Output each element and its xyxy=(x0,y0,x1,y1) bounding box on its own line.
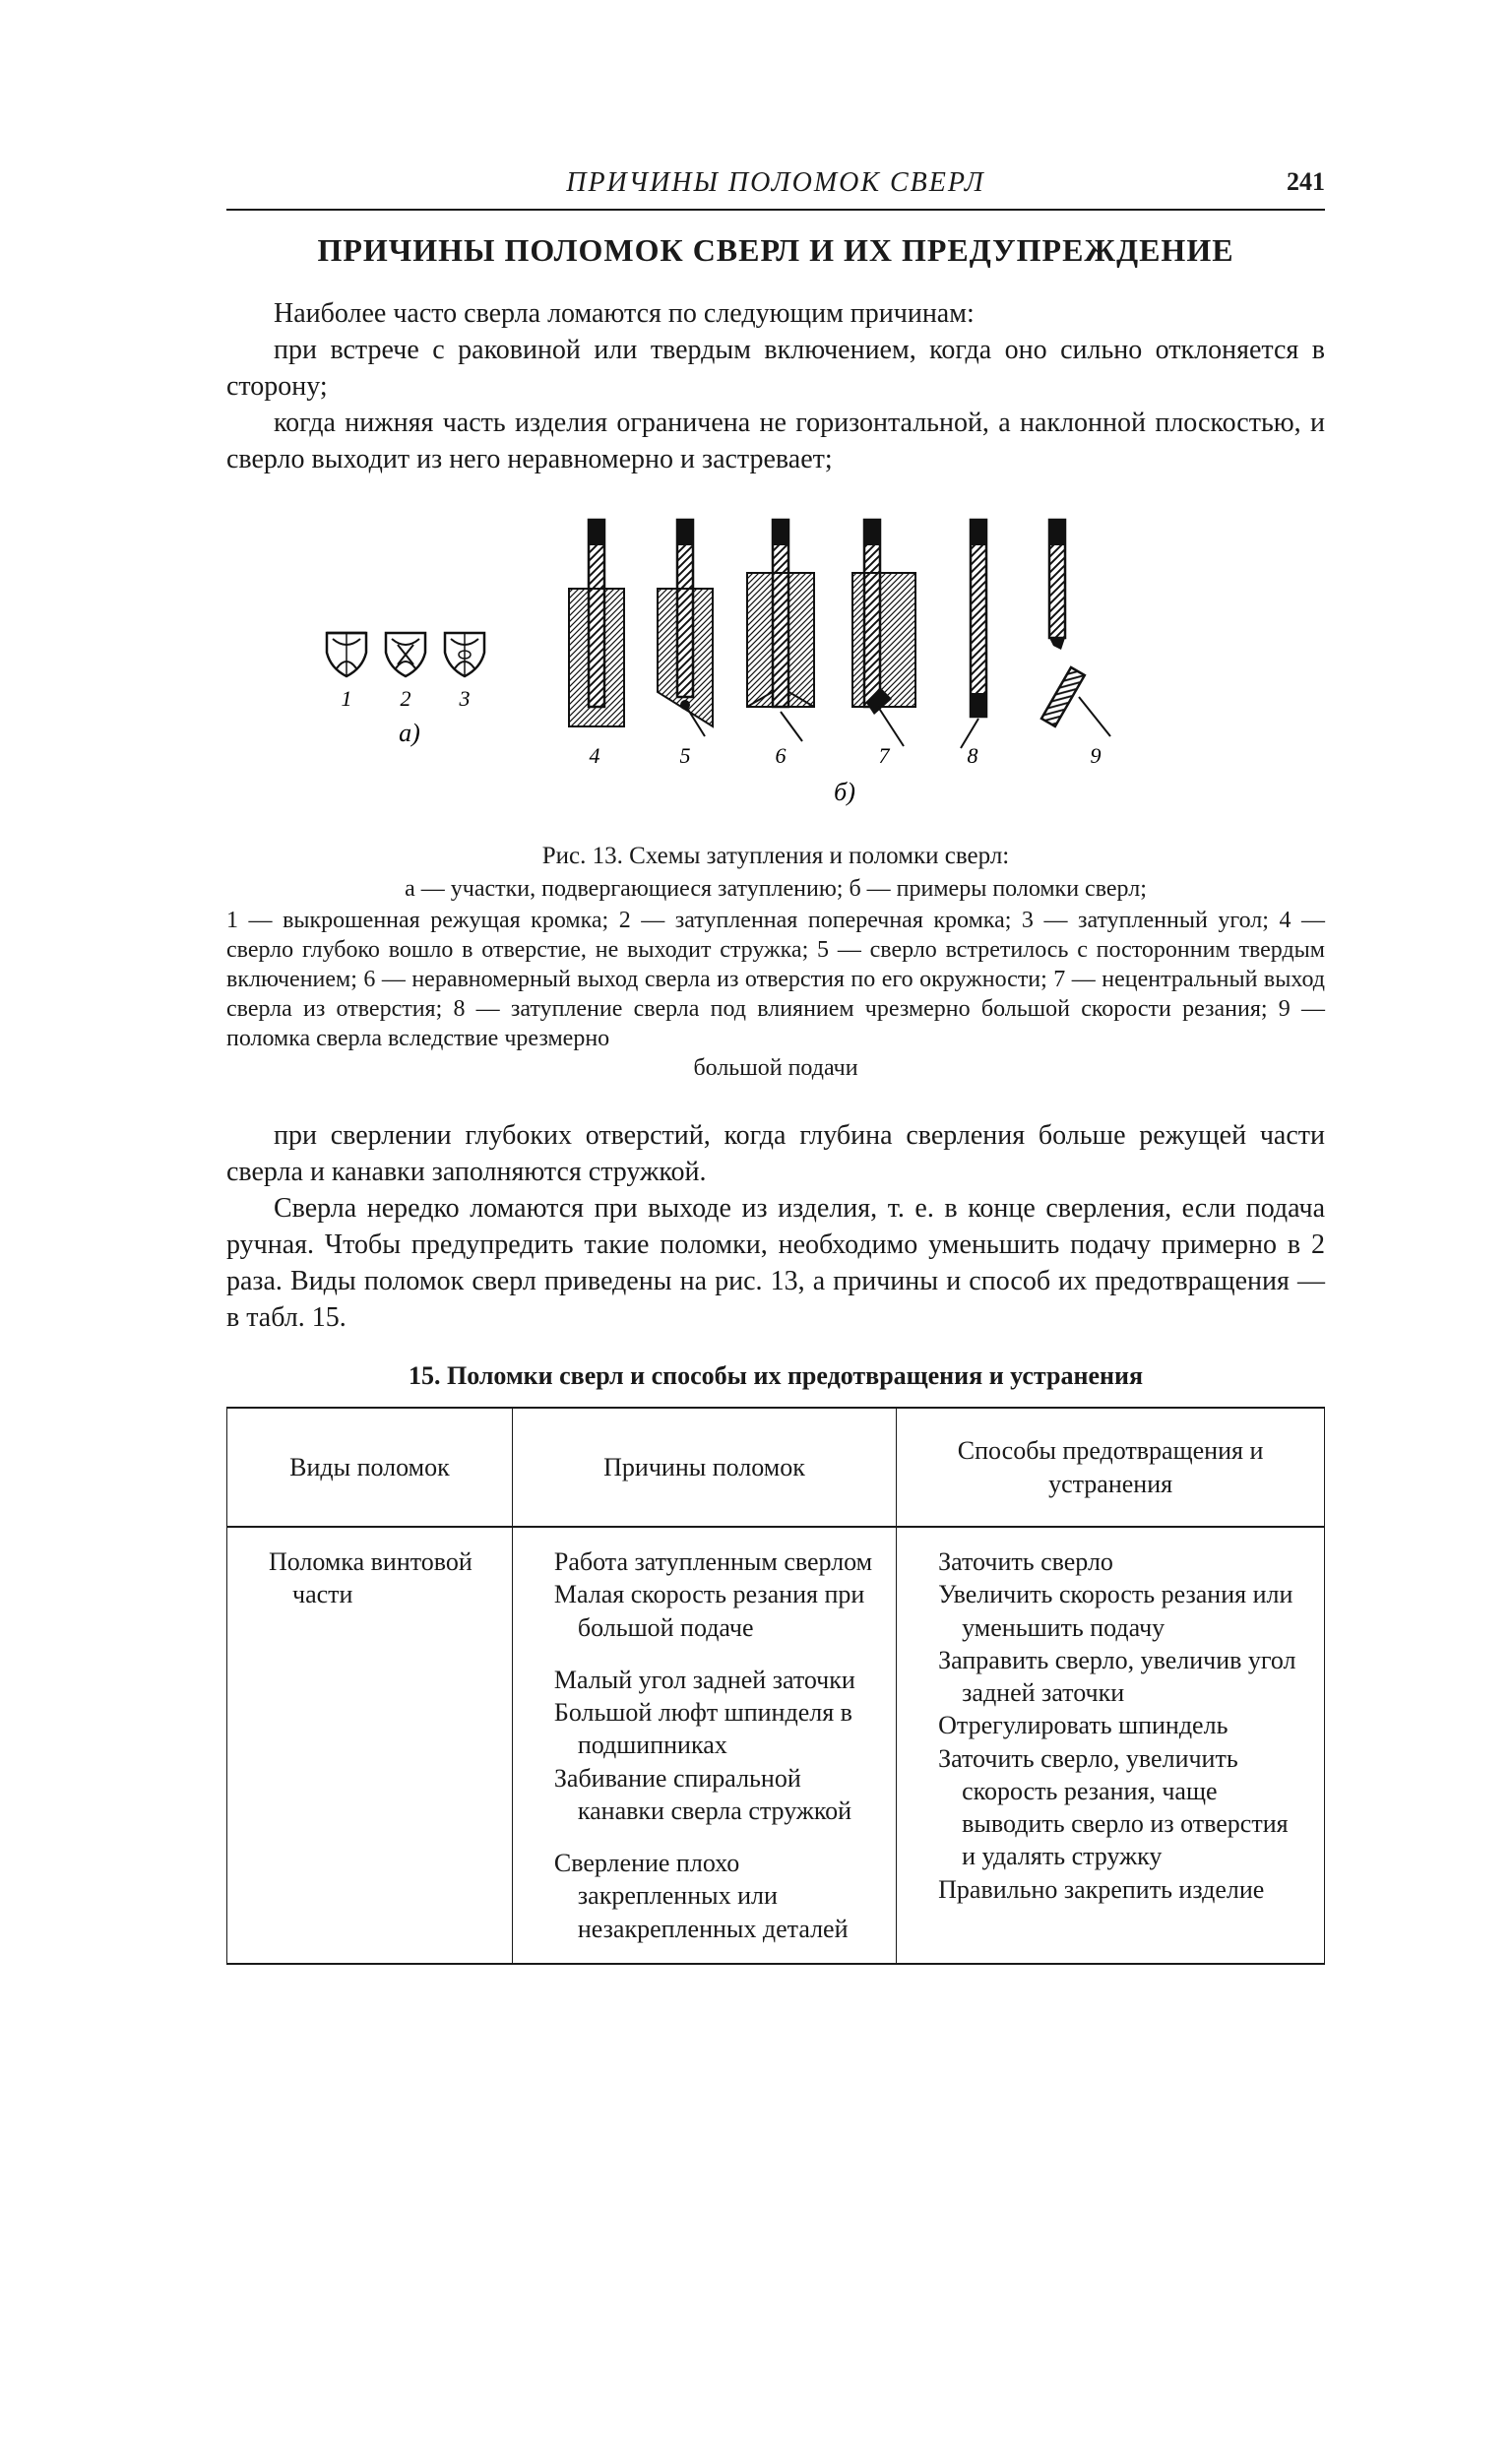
after-p2: Сверла нередко ломаются при выходе из из… xyxy=(226,1191,1325,1337)
cause-2: Малая скорость резания при большой подач… xyxy=(531,1578,878,1644)
cause-6: Сверление плохо закрепленных или незакре… xyxy=(531,1847,878,1945)
figure-caption-last: большой подачи xyxy=(226,1053,1325,1083)
figure-13: 1 2 3 а) xyxy=(303,500,1248,825)
th-kinds: Виды поломок xyxy=(227,1408,513,1527)
fig-label-3: 3 xyxy=(459,686,471,711)
fix-6: Правильно закрепить изделие xyxy=(914,1873,1306,1906)
intro-p1: Наиболее часто сверла ломаются по следую… xyxy=(226,296,1325,333)
running-head: ПРИЧИНЫ ПОЛОМОК СВЕРЛ 241 xyxy=(226,167,1325,199)
intro-p3: когда нижняя часть изделия ограничена не… xyxy=(226,406,1325,478)
fig-label-8: 8 xyxy=(968,743,978,768)
fix-5: Заточить сверло, увеличить скорость реза… xyxy=(914,1742,1306,1873)
figure-caption-line1: а — участки, подвергающиеся затуплению; … xyxy=(226,874,1325,904)
cause-5: Забивание спиральной канавки сверла стру… xyxy=(531,1762,878,1828)
fig-label-7: 7 xyxy=(879,743,891,768)
fix-1: Заточить сверло xyxy=(914,1545,1306,1578)
fig-label-2: 2 xyxy=(401,686,411,711)
figure-caption-title: Рис. 13. Схемы затупления и поломки свер… xyxy=(226,843,1325,870)
page-number: 241 xyxy=(1287,167,1325,197)
fig-label-5: 5 xyxy=(680,743,691,768)
running-head-text: ПРИЧИНЫ ПОЛОМОК СВЕРЛ xyxy=(566,167,985,198)
table-row: Поломка винтовой части Работа затупленны… xyxy=(227,1527,1325,1964)
table-header-row: Виды поломок Причины поломок Способы пре… xyxy=(227,1408,1325,1527)
th-fixes: Способы предотвращения и устранения xyxy=(897,1408,1325,1527)
kind-text: Поломка винтовой части xyxy=(245,1545,494,1611)
fig-label-4: 4 xyxy=(590,743,600,768)
cell-kind: Поломка винтовой части xyxy=(227,1527,513,1964)
cause-3: Малый угол задней заточки xyxy=(531,1664,878,1696)
cell-causes: Работа затупленным сверлом Малая скорост… xyxy=(512,1527,896,1964)
figure-caption-desc: а — участки, подвергающиеся затуплению; … xyxy=(226,874,1325,1083)
table-15: Виды поломок Причины поломок Способы пре… xyxy=(226,1407,1325,1964)
cause-4: Большой люфт шпинделя в подшипниках xyxy=(531,1696,878,1762)
fig-label-a: а) xyxy=(399,719,420,747)
fix-3: Заправить сверло, увеличив угол задней з… xyxy=(914,1644,1306,1710)
fig-label-6: 6 xyxy=(776,743,787,768)
fig-label-9: 9 xyxy=(1091,743,1102,768)
section-title: ПРИЧИНЫ ПОЛОМОК СВЕРЛ И ИХ ПРЕДУПРЕЖДЕНИ… xyxy=(226,232,1325,269)
after-p1: при сверлении глубоких отверстий, когда … xyxy=(226,1118,1325,1191)
after-figure-block: при сверлении глубоких отверстий, когда … xyxy=(226,1118,1325,1337)
page: ПРИЧИНЫ ПОЛОМОК СВЕРЛ 241 ПРИЧИНЫ ПОЛОМО… xyxy=(0,0,1512,2457)
fig-label-b: б) xyxy=(834,778,855,806)
fix-2: Увеличить скорость резания или уменьшить… xyxy=(914,1578,1306,1644)
cell-fixes: Заточить сверло Увеличить скорость резан… xyxy=(897,1527,1325,1964)
fig-label-1: 1 xyxy=(342,686,352,711)
th-causes: Причины поломок xyxy=(512,1408,896,1527)
intro-block: Наиболее часто сверла ломаются по следую… xyxy=(226,296,1325,478)
intro-p2: при встрече с раковиной или твердым вклю… xyxy=(226,333,1325,406)
cause-1: Работа затупленным сверлом xyxy=(531,1545,878,1578)
fix-4: Отрегулировать шпиндель xyxy=(914,1709,1306,1741)
header-rule xyxy=(226,209,1325,211)
figure-caption-body: 1 — выкрошенная режущая кромка; 2 — зату… xyxy=(226,908,1325,1051)
table-title: 15. Поломки сверл и способы их предотвра… xyxy=(226,1361,1325,1391)
